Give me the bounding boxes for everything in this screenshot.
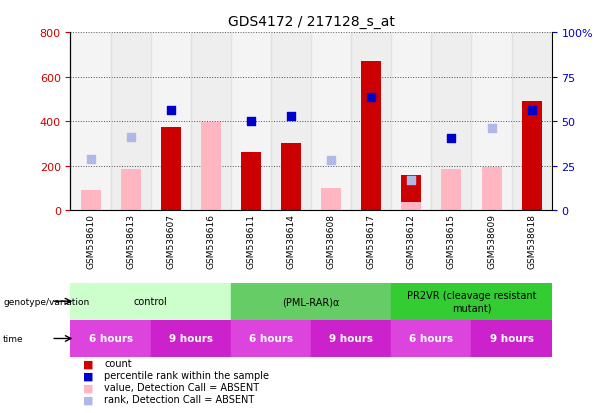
Bar [151,320,231,357]
Text: 9 hours: 9 hours [329,334,373,344]
Text: ■: ■ [83,394,93,404]
Text: control: control [134,297,167,306]
Title: GDS4172 / 217128_s_at: GDS4172 / 217128_s_at [227,15,395,29]
Bar [482,167,501,211]
Point [406,177,416,184]
Bar [70,320,151,357]
Text: time: time [3,334,24,343]
Text: 6 hours: 6 hours [409,334,454,344]
Point [126,134,135,141]
Text: ■: ■ [83,370,93,380]
Bar [151,33,191,211]
Bar [231,33,271,211]
Text: percentile rank within the sample: percentile rank within the sample [104,370,269,380]
Bar [512,33,552,211]
Bar [70,33,110,211]
Bar [231,283,391,320]
Point [446,135,456,142]
Bar [391,320,471,357]
Bar [311,320,391,357]
Point [367,94,376,101]
Bar [522,102,542,211]
Bar [231,320,311,357]
Text: (PML-RAR)α: (PML-RAR)α [283,297,340,306]
Bar [271,33,311,211]
Bar [471,33,512,211]
Point [246,119,256,125]
Bar [471,320,552,357]
Bar [161,127,181,211]
Bar [432,33,471,211]
Text: 6 hours: 6 hours [249,334,293,344]
Bar [121,170,140,211]
Bar [402,175,421,211]
Bar [402,203,421,211]
Text: ■: ■ [83,382,93,392]
Bar [391,33,432,211]
Text: rank, Detection Call = ABSENT: rank, Detection Call = ABSENT [104,394,254,404]
Text: 9 hours: 9 hours [169,334,213,344]
Bar [241,152,261,211]
Bar [351,33,391,211]
Point [326,157,336,164]
Text: 9 hours: 9 hours [490,334,533,344]
Point [286,113,296,120]
Text: 6 hours: 6 hours [88,334,132,344]
Bar [110,33,151,211]
Bar [391,283,552,320]
Text: count: count [104,358,132,368]
Bar [80,191,101,211]
Bar [191,33,231,211]
Bar [321,188,341,211]
Point [166,107,176,114]
Bar [201,123,221,211]
Text: value, Detection Call = ABSENT: value, Detection Call = ABSENT [104,382,259,392]
Text: ■: ■ [83,358,93,368]
Point [527,107,536,114]
Bar [441,170,462,211]
Point [487,125,497,132]
Bar [311,33,351,211]
Bar [281,144,301,211]
Point [86,157,96,163]
Text: PR2VR (cleavage resistant
mutant): PR2VR (cleavage resistant mutant) [407,291,536,312]
Bar [70,283,231,320]
Bar [361,62,381,211]
Text: genotype/variation: genotype/variation [3,297,89,306]
